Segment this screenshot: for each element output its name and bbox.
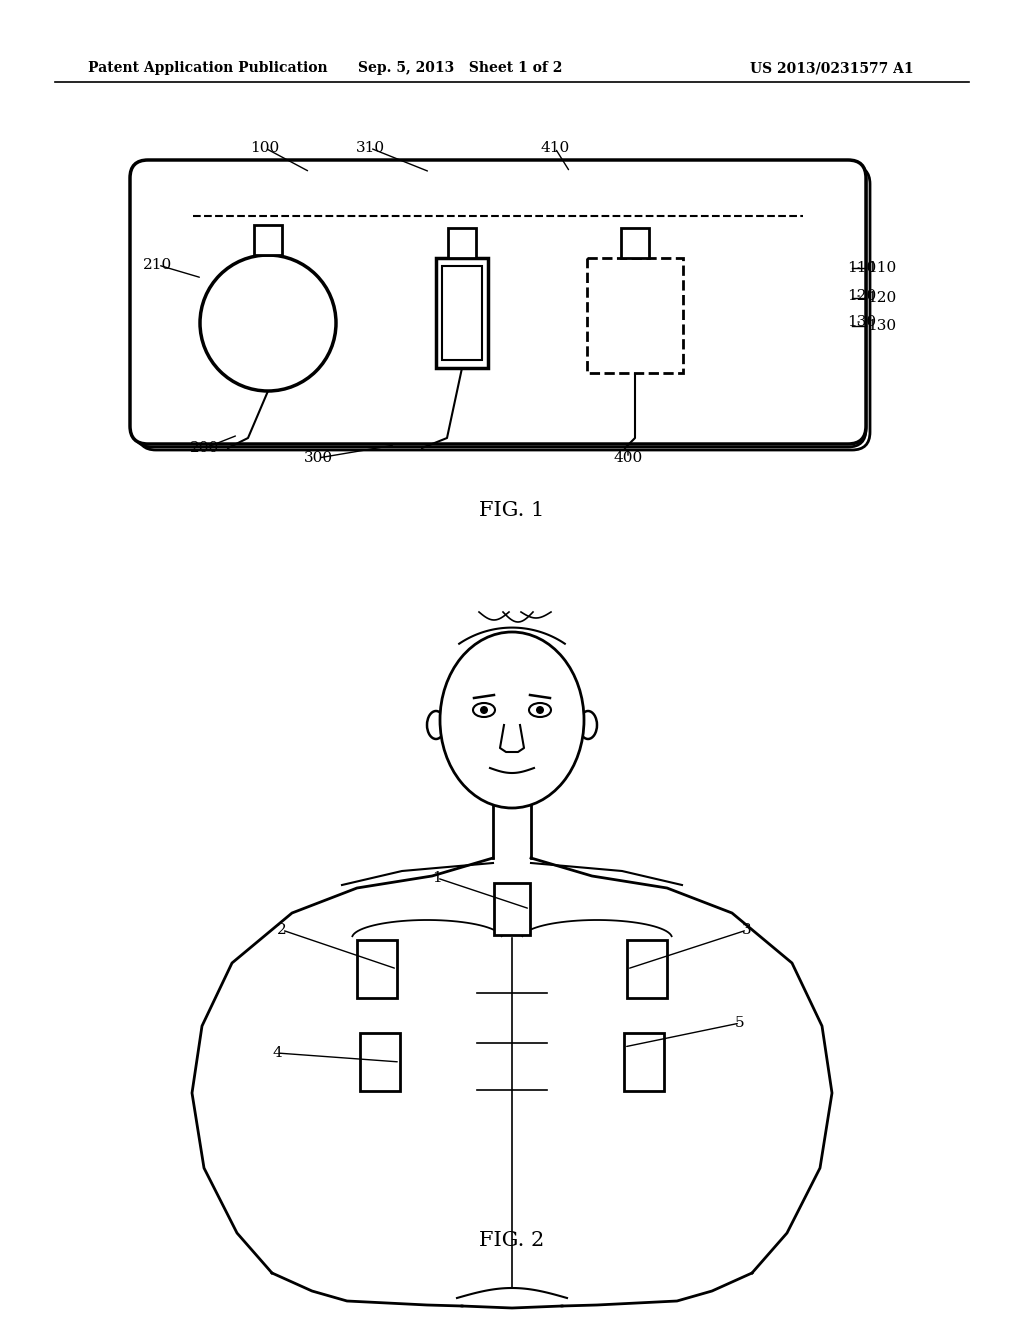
Text: Sep. 5, 2013   Sheet 1 of 2: Sep. 5, 2013 Sheet 1 of 2 [357,61,562,75]
Text: 120: 120 [848,289,877,304]
Bar [627,940,667,998]
Bar [621,228,649,257]
Bar [436,257,488,368]
Bar [449,228,476,257]
Text: 1: 1 [432,871,442,884]
FancyBboxPatch shape [134,162,866,447]
Text: 130: 130 [848,315,877,329]
Text: 410: 410 [541,141,569,154]
Ellipse shape [579,711,597,739]
Bar [494,883,530,935]
Text: 110: 110 [867,261,896,275]
Text: 130: 130 [867,319,896,333]
Ellipse shape [427,711,445,739]
Text: 200: 200 [190,441,219,455]
Ellipse shape [440,632,584,808]
Circle shape [200,255,336,391]
Text: 300: 300 [303,451,333,465]
Ellipse shape [473,704,495,717]
Bar [587,257,683,374]
Text: US 2013/0231577 A1: US 2013/0231577 A1 [750,61,913,75]
Text: 2: 2 [278,923,287,937]
Text: 400: 400 [613,451,643,465]
Bar [360,1034,400,1092]
Text: FIG. 2: FIG. 2 [479,1230,545,1250]
Bar [254,224,282,255]
Text: 100: 100 [251,141,280,154]
Text: 3: 3 [742,923,752,937]
FancyBboxPatch shape [138,166,870,450]
Bar [442,267,482,360]
Text: FIG. 1: FIG. 1 [479,500,545,520]
Text: 210: 210 [143,257,173,272]
Bar [357,940,397,998]
Circle shape [480,706,488,714]
Circle shape [536,706,544,714]
Text: 110: 110 [848,261,877,275]
Text: Patent Application Publication: Patent Application Publication [88,61,328,75]
Text: 120: 120 [867,290,896,305]
Text: 4: 4 [272,1045,282,1060]
Text: 5: 5 [735,1016,744,1030]
Bar [624,1034,664,1092]
Text: 310: 310 [355,141,385,154]
FancyBboxPatch shape [130,160,866,444]
Ellipse shape [529,704,551,717]
